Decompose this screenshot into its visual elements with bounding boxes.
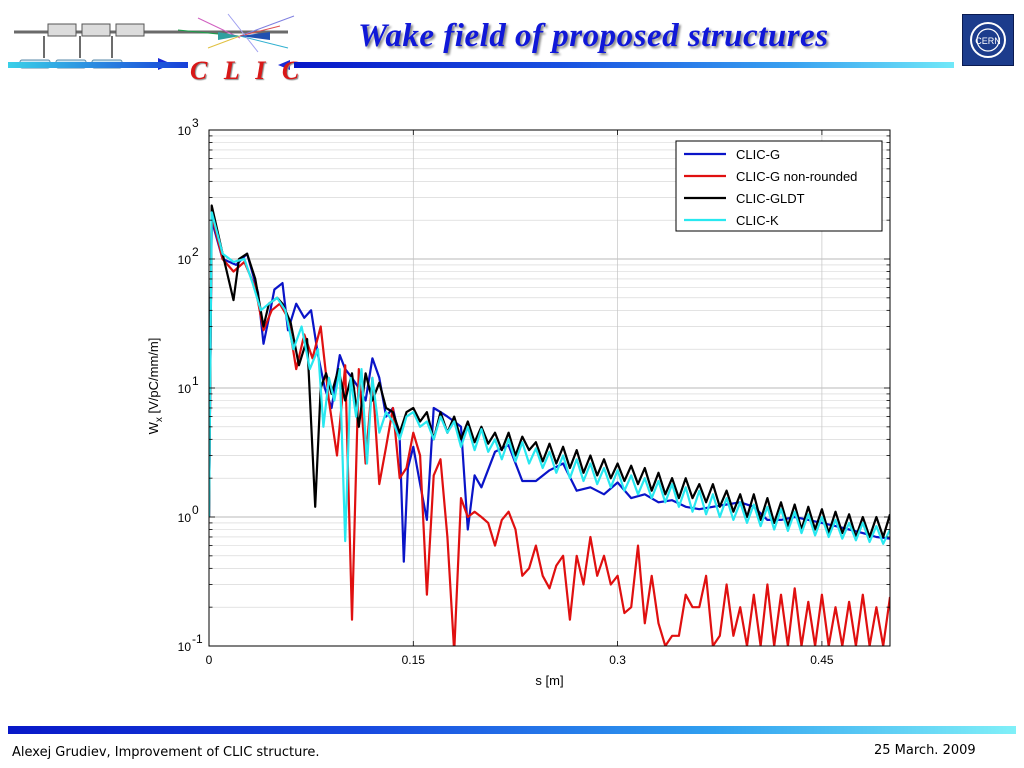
series-line-2 (209, 213, 890, 646)
svg-text:CERN: CERN (975, 36, 1001, 46)
footer-author: Alexej Grudiev, Improvement of CLIC stru… (12, 745, 320, 760)
y-axis-title-unit: [V/pC/mm/m] (146, 338, 161, 417)
legend: CLIC-G CLIC-G non-rounded CLIC-GLDT CLIC-K (675, 140, 883, 232)
y-tick-label-exp: 0 (192, 503, 199, 517)
x-tick-label: 0.15 (402, 653, 426, 667)
cern-logo-icon: CERN (962, 14, 1014, 66)
y-tick-label: 10 (178, 253, 192, 267)
y-tick-label-exp: 2 (192, 245, 199, 259)
legend-label-2: CLIC-G non-rounded (736, 169, 857, 184)
y-tick-label-exp: 3 (192, 116, 199, 130)
page-title: Wake field of proposed structures (358, 18, 829, 54)
legend-label-3: CLIC-GLDT (736, 191, 805, 206)
series-group (209, 204, 890, 646)
series-line-1 (209, 219, 890, 563)
axis-ticks (208, 130, 890, 647)
series-line-4 (209, 211, 890, 545)
y-tick-label: 10 (178, 640, 192, 654)
x-tick-label: 0 (206, 653, 213, 667)
y-tick-label-exp: 1 (192, 374, 199, 388)
y-tick-label: 10 (178, 124, 192, 138)
y-tick-label: 10 (178, 511, 192, 525)
clic-logo-text: C L I C (190, 56, 305, 85)
y-axis-title: Wx [V/pC/mm/m] (146, 338, 165, 435)
x-tick-label: 0.3 (609, 653, 626, 667)
legend-label-1: CLIC-G (736, 147, 780, 162)
legend-label-4: CLIC-K (736, 213, 779, 228)
y-axis-title-main: W (146, 421, 161, 434)
header-rule (294, 62, 954, 68)
footer-date: 25 March. 2009 (874, 743, 976, 758)
legend-box (675, 140, 883, 232)
footer-rule (8, 726, 1016, 734)
y-tick-label-exp: -1 (192, 632, 203, 646)
y-tick-label: 10 (178, 382, 192, 396)
header-rule-left (8, 62, 188, 68)
y-axis-title-sub: x (154, 417, 165, 422)
x-axis-title: s [m] (535, 673, 563, 688)
x-tick-label: 0.45 (810, 653, 834, 667)
